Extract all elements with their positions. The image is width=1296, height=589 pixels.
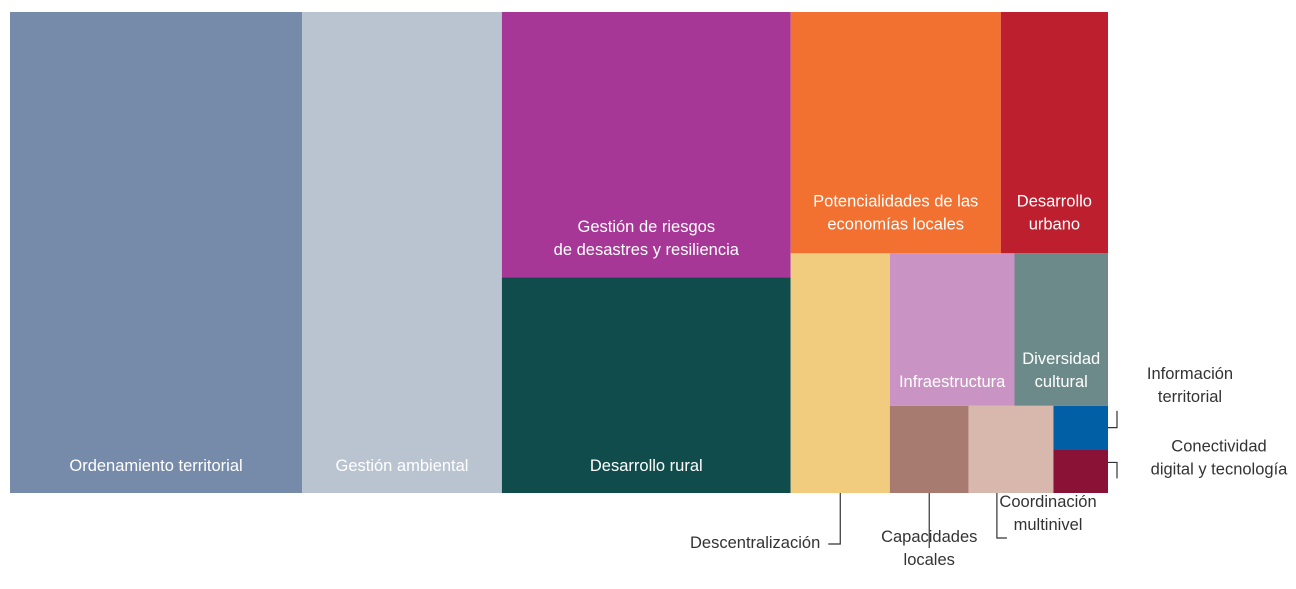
label-line: digital y tecnología [1151, 461, 1288, 479]
cell-label: Información territorial [1147, 365, 1233, 406]
cell-label: Conectividad digital y tecnología [1151, 438, 1288, 479]
treemap-cell [889, 405, 969, 493]
label-line: Ordenamiento territorial [69, 457, 242, 475]
cell-label: Desarrollo rural [590, 457, 703, 475]
label-line: de desastres y resiliencia [554, 242, 740, 260]
treemap-cell [1053, 405, 1108, 450]
treemap-cell [790, 253, 890, 493]
leader-line [996, 493, 1007, 539]
leader-line [1108, 461, 1118, 479]
treemap-cell [790, 12, 1001, 254]
label-line: Gestión ambiental [335, 457, 468, 475]
label-line: economías locales [827, 216, 964, 234]
label-line: Gestión de riesgos [578, 219, 716, 237]
cell-label: Infraestructura [899, 373, 1006, 391]
label-line: urbano [1029, 216, 1080, 234]
cell-label: Desarrollo urbano [1017, 193, 1092, 234]
treemap-cell [1014, 253, 1108, 406]
treemap-cell [1053, 449, 1108, 493]
label-line: territorial [1158, 388, 1222, 406]
cell-label: Gestión de riesgos de desastres y resilie… [554, 219, 740, 260]
label-line: Información [1147, 365, 1233, 383]
label-line: Desarrollo [1017, 193, 1092, 211]
cell-label: Ordenamiento territorial [69, 457, 242, 475]
cell-label: Descentralización [690, 534, 820, 552]
label-line: locales [904, 551, 955, 569]
leader-line [1108, 410, 1118, 429]
label-line: cultural [1035, 373, 1088, 391]
treemap-cell [501, 12, 791, 278]
treemap-cell [968, 405, 1054, 493]
label-line: multinivel [1014, 516, 1083, 534]
cell-label: Diversidad cultural [1022, 350, 1100, 391]
label-line: Diversidad [1022, 350, 1100, 368]
treemap-cell [1000, 12, 1108, 254]
treemap-cell [889, 253, 1015, 406]
label-line: Infraestructura [899, 373, 1006, 391]
leader-line [828, 493, 841, 545]
label-line: Conectividad [1171, 438, 1266, 456]
treemap-cell [10, 12, 303, 493]
cell-label: Coordinación multinivel [999, 493, 1096, 534]
label-line: Capacidades [881, 528, 977, 546]
cell-label: Capacidades locales [881, 528, 977, 569]
label-line: Coordinación [999, 493, 1096, 511]
cell-label: Gestión ambiental [335, 457, 468, 475]
label-line: Potencialidades de las [813, 193, 978, 211]
label-line: Desarrollo rural [590, 457, 703, 475]
cell-label: Potencialidades de las economías locales [813, 193, 978, 234]
treemap-cell [501, 277, 791, 493]
treemap-cell [302, 12, 502, 493]
label-line: Descentralización [690, 534, 820, 552]
